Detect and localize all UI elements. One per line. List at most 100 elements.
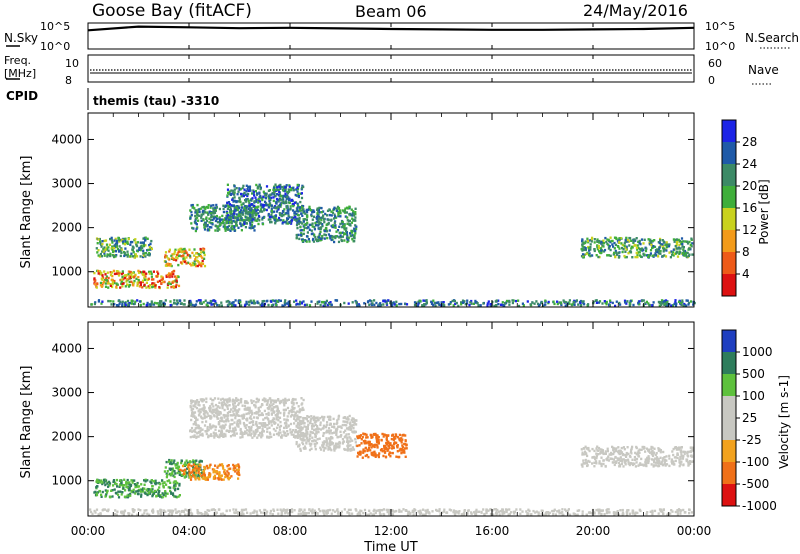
scatter-cell bbox=[225, 418, 228, 422]
scatter-cell bbox=[174, 464, 177, 467]
scatter-cell bbox=[123, 254, 126, 258]
scatter-cell bbox=[238, 418, 241, 422]
scatter-cell bbox=[166, 286, 169, 289]
scatter-cell bbox=[134, 492, 137, 495]
scatter-cell bbox=[175, 466, 178, 470]
scatter-cell bbox=[354, 229, 357, 233]
scatter-cell bbox=[382, 435, 385, 438]
scatter-cell bbox=[173, 252, 176, 256]
scatter-cell bbox=[212, 207, 215, 210]
scatter-cell bbox=[261, 222, 265, 226]
scatter-cell bbox=[333, 422, 336, 426]
scatter-cell bbox=[363, 442, 366, 445]
scatter-cell bbox=[127, 273, 130, 276]
scatter-cell bbox=[616, 245, 619, 248]
scatter-cell bbox=[619, 237, 622, 240]
scatter-cell bbox=[248, 226, 251, 229]
scatter-cell bbox=[482, 302, 485, 305]
scatter-cell bbox=[123, 276, 126, 280]
scatter-cell bbox=[250, 409, 253, 413]
scatter-cell bbox=[296, 183, 299, 187]
scatter-cell bbox=[271, 215, 274, 219]
scatter-cell bbox=[128, 481, 131, 484]
scatter-cell bbox=[313, 421, 316, 424]
scatter-cell bbox=[270, 204, 273, 207]
scatter-cell bbox=[283, 195, 286, 198]
scatter-cell bbox=[168, 275, 171, 278]
scatter-cell bbox=[679, 462, 682, 465]
scatter-cell bbox=[214, 412, 217, 415]
scatter-cell bbox=[190, 414, 193, 417]
scatter-cell bbox=[167, 486, 170, 489]
scatter-cell bbox=[349, 437, 352, 440]
scatter-cell bbox=[316, 438, 319, 441]
scatter-cell bbox=[235, 220, 238, 223]
scatter-cell bbox=[226, 411, 229, 415]
scatter-cell bbox=[258, 422, 261, 425]
scatter-cell bbox=[609, 299, 612, 302]
scatter-cell bbox=[318, 234, 321, 237]
scatter-cell bbox=[299, 229, 302, 232]
scatter-cell bbox=[194, 303, 198, 306]
scatter-cell bbox=[329, 438, 332, 441]
scatter-cell bbox=[384, 300, 387, 303]
scatter-cell bbox=[147, 277, 150, 280]
scatter-cell bbox=[164, 490, 167, 493]
scatter-cell bbox=[235, 432, 238, 435]
scatter-cell bbox=[222, 467, 225, 470]
scatter-cell bbox=[203, 467, 206, 471]
scatter-cell bbox=[159, 495, 162, 498]
scatter-cell bbox=[299, 416, 302, 419]
scatter-cell bbox=[266, 427, 269, 430]
scatter-cell bbox=[303, 447, 306, 450]
scatter-cell bbox=[368, 303, 371, 306]
scatter-cell bbox=[131, 271, 134, 275]
scatter-cell bbox=[608, 304, 611, 307]
scatter-cell bbox=[210, 410, 213, 414]
scatter-cell bbox=[333, 225, 336, 229]
scatter-cell bbox=[680, 453, 683, 456]
scatter-cell bbox=[339, 211, 342, 215]
scatter-cell bbox=[337, 442, 340, 445]
scatter-cell bbox=[232, 216, 235, 220]
scatter-cell bbox=[94, 490, 97, 494]
scatter-cell bbox=[248, 409, 251, 412]
scatter-cell bbox=[648, 239, 651, 242]
scatter-cell bbox=[373, 433, 376, 436]
scatter-cell bbox=[205, 205, 208, 209]
scatter-cell bbox=[300, 438, 303, 441]
scatter-cell bbox=[128, 280, 131, 284]
scatter-cell bbox=[601, 450, 604, 454]
scatter-cell bbox=[226, 415, 229, 418]
scatter-cell bbox=[370, 451, 373, 455]
scatter-cell bbox=[266, 423, 269, 427]
scatter-cell bbox=[314, 423, 317, 427]
scatter-cell bbox=[417, 302, 420, 306]
scatter-cell bbox=[111, 495, 114, 498]
scatter-cell bbox=[180, 255, 183, 258]
scatter-cell bbox=[295, 213, 298, 216]
scatter-cell bbox=[331, 432, 334, 435]
scatter-cell bbox=[306, 420, 309, 423]
scatter-cell bbox=[593, 238, 596, 241]
scatter-cell bbox=[627, 252, 630, 255]
scatter-cell bbox=[645, 462, 648, 465]
scatter-cell bbox=[148, 303, 151, 306]
scatter-cell bbox=[504, 302, 507, 305]
scatter-cell bbox=[583, 253, 586, 256]
scatter-cell bbox=[172, 474, 175, 477]
scatter-cell bbox=[351, 420, 355, 424]
scatter-cell bbox=[588, 460, 591, 463]
scatter-cell bbox=[131, 245, 134, 248]
scatter-cell bbox=[432, 303, 435, 307]
scatter-cell bbox=[639, 463, 643, 466]
scatter-cell bbox=[280, 198, 283, 201]
scatter-cell bbox=[146, 493, 149, 497]
scatter-cell bbox=[233, 226, 236, 230]
scatter-cell bbox=[290, 430, 294, 434]
scatter-cell bbox=[146, 512, 149, 515]
scatter-cell bbox=[633, 244, 636, 247]
scatter-cell bbox=[335, 433, 338, 436]
scatter-cell bbox=[229, 210, 232, 214]
scatter-cell bbox=[185, 463, 188, 467]
